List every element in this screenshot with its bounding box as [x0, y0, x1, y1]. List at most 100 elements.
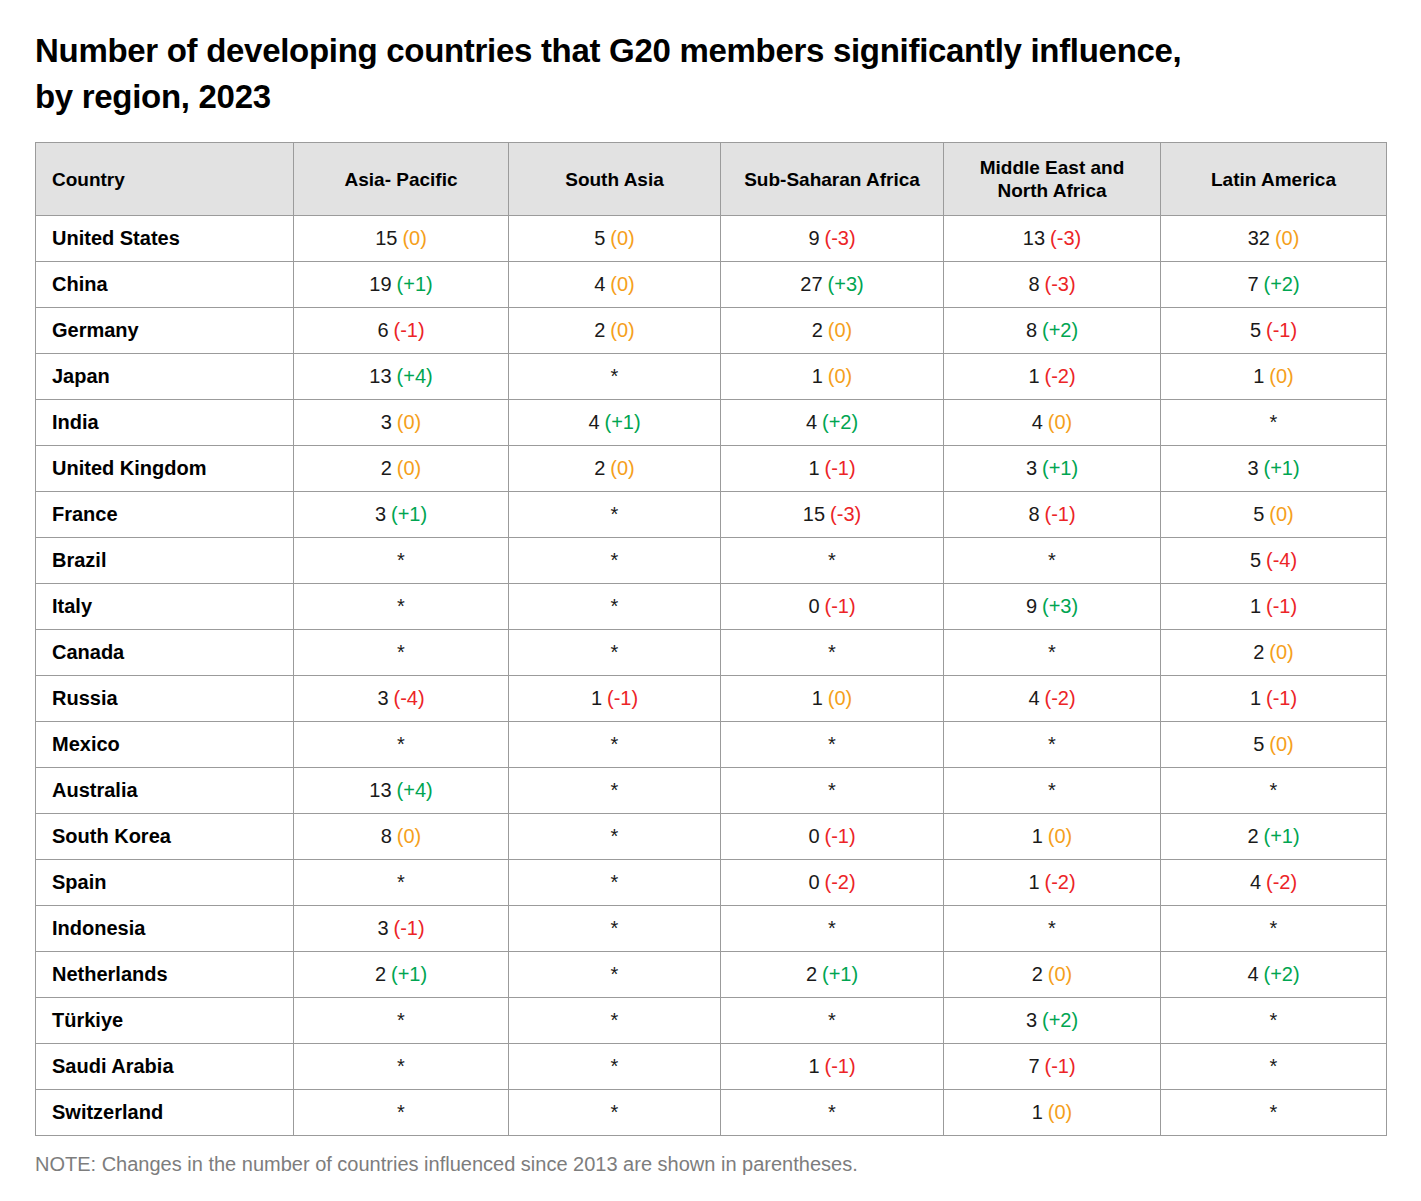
cell-value: 13: [369, 779, 391, 801]
cell-value: 1: [808, 457, 819, 479]
cell-change: (+2): [1042, 319, 1078, 341]
table-row-japan: Japan13(+4)*1(0)1(-2)1(0): [36, 354, 1387, 400]
cell-change: (+2): [1264, 273, 1300, 295]
cell-value: 3: [381, 411, 392, 433]
table-row-switzerland: Switzerland***1(0)*: [36, 1090, 1387, 1136]
no-data-asterisk: *: [828, 779, 836, 801]
value-cell: *: [294, 998, 509, 1044]
cell-change: (-1): [394, 917, 425, 939]
cell-value: 3: [377, 917, 388, 939]
table-row-t-rkiye: Türkiye***3(+2)*: [36, 998, 1387, 1044]
no-data-asterisk: *: [1270, 411, 1278, 433]
country-cell: Netherlands: [36, 952, 294, 998]
value-cell: *: [1161, 1044, 1387, 1090]
no-data-asterisk: *: [828, 917, 836, 939]
cell-change: (0): [1269, 641, 1293, 663]
cell-value: 1: [1032, 1101, 1043, 1123]
country-cell: Saudi Arabia: [36, 1044, 294, 1090]
cell-value: 7: [1028, 1055, 1039, 1077]
table-row-netherlands: Netherlands2(+1)*2(+1)2(0)4(+2): [36, 952, 1387, 998]
no-data-asterisk: *: [611, 825, 619, 847]
cell-change: (0): [828, 365, 852, 387]
cell-change: (-3): [825, 227, 856, 249]
value-cell: 0(-1): [721, 584, 944, 630]
cell-change: (-3): [830, 503, 861, 525]
no-data-asterisk: *: [1048, 779, 1056, 801]
value-cell: 4(0): [944, 400, 1161, 446]
country-cell: Brazil: [36, 538, 294, 584]
value-cell: 4(+2): [721, 400, 944, 446]
cell-change: (0): [402, 227, 426, 249]
country-cell: France: [36, 492, 294, 538]
cell-value: 1: [591, 687, 602, 709]
cell-value: 13: [1023, 227, 1045, 249]
cell-change: (-1): [1266, 319, 1297, 341]
cell-value: 2: [594, 319, 605, 341]
value-cell: *: [944, 538, 1161, 584]
cell-value: 3: [1026, 457, 1037, 479]
cell-value: 3: [375, 503, 386, 525]
cell-change: (-2): [825, 871, 856, 893]
cell-value: 32: [1248, 227, 1270, 249]
cell-change: (0): [397, 825, 421, 847]
no-data-asterisk: *: [611, 917, 619, 939]
cell-change: (+1): [391, 963, 427, 985]
value-cell: *: [509, 630, 721, 676]
value-cell: 4(-2): [1161, 860, 1387, 906]
value-cell: *: [294, 538, 509, 584]
cell-value: 5: [1250, 549, 1261, 571]
value-cell: *: [294, 1090, 509, 1136]
value-cell: *: [721, 768, 944, 814]
value-cell: *: [944, 768, 1161, 814]
no-data-asterisk: *: [611, 549, 619, 571]
table-body: United States15(0)5(0)9(-3)13(-3)32(0)Ch…: [36, 216, 1387, 1136]
value-cell: 15(-3): [721, 492, 944, 538]
value-cell: 1(0): [721, 354, 944, 400]
value-cell: 1(-1): [509, 676, 721, 722]
cell-change: (-3): [1045, 273, 1076, 295]
value-cell: 5(0): [1161, 492, 1387, 538]
table-row-china: China19(+1)4(0)27(+3)8(-3)7(+2): [36, 262, 1387, 308]
no-data-asterisk: *: [611, 733, 619, 755]
cell-change: (0): [1048, 411, 1072, 433]
value-cell: 3 (-1): [294, 906, 509, 952]
no-data-asterisk: *: [397, 733, 405, 755]
value-cell: 1(-1): [1161, 676, 1387, 722]
no-data-asterisk: *: [828, 1009, 836, 1031]
value-cell: 1(0): [944, 814, 1161, 860]
page: Number of developing countries that G20 …: [0, 0, 1421, 1176]
value-cell: *: [509, 814, 721, 860]
cell-value: 8: [1028, 503, 1039, 525]
table-row-united-kingdom: United Kingdom2(0)2(0)1(-1)3(+1)3(+1): [36, 446, 1387, 492]
country-cell: United Kingdom: [36, 446, 294, 492]
value-cell: 3(+1): [944, 446, 1161, 492]
column-header-country: Country: [36, 143, 294, 216]
country-cell: Canada: [36, 630, 294, 676]
cell-change: (-1): [825, 457, 856, 479]
value-cell: 8(-3): [944, 262, 1161, 308]
no-data-asterisk: *: [828, 1101, 836, 1123]
cell-change: (0): [610, 319, 634, 341]
no-data-asterisk: *: [397, 549, 405, 571]
cell-value: 3: [1026, 1009, 1037, 1031]
value-cell: *: [1161, 400, 1387, 446]
no-data-asterisk: *: [1048, 641, 1056, 663]
no-data-asterisk: *: [397, 641, 405, 663]
no-data-asterisk: *: [611, 1101, 619, 1123]
cell-value: 1: [1250, 687, 1261, 709]
value-cell: *: [944, 906, 1161, 952]
value-cell: 1(-1): [1161, 584, 1387, 630]
cell-value: 4: [588, 411, 599, 433]
value-cell: *: [294, 722, 509, 768]
cell-value: 1: [1032, 825, 1043, 847]
cell-change: (0): [828, 319, 852, 341]
value-cell: 1(0): [721, 676, 944, 722]
cell-value: 4: [1032, 411, 1043, 433]
cell-value: 4: [1247, 963, 1258, 985]
cell-value: 5: [1250, 319, 1261, 341]
cell-change: (-1): [1266, 595, 1297, 617]
value-cell: 32(0): [1161, 216, 1387, 262]
cell-change: (+1): [605, 411, 641, 433]
value-cell: *: [1161, 998, 1387, 1044]
cell-value: 7: [1247, 273, 1258, 295]
